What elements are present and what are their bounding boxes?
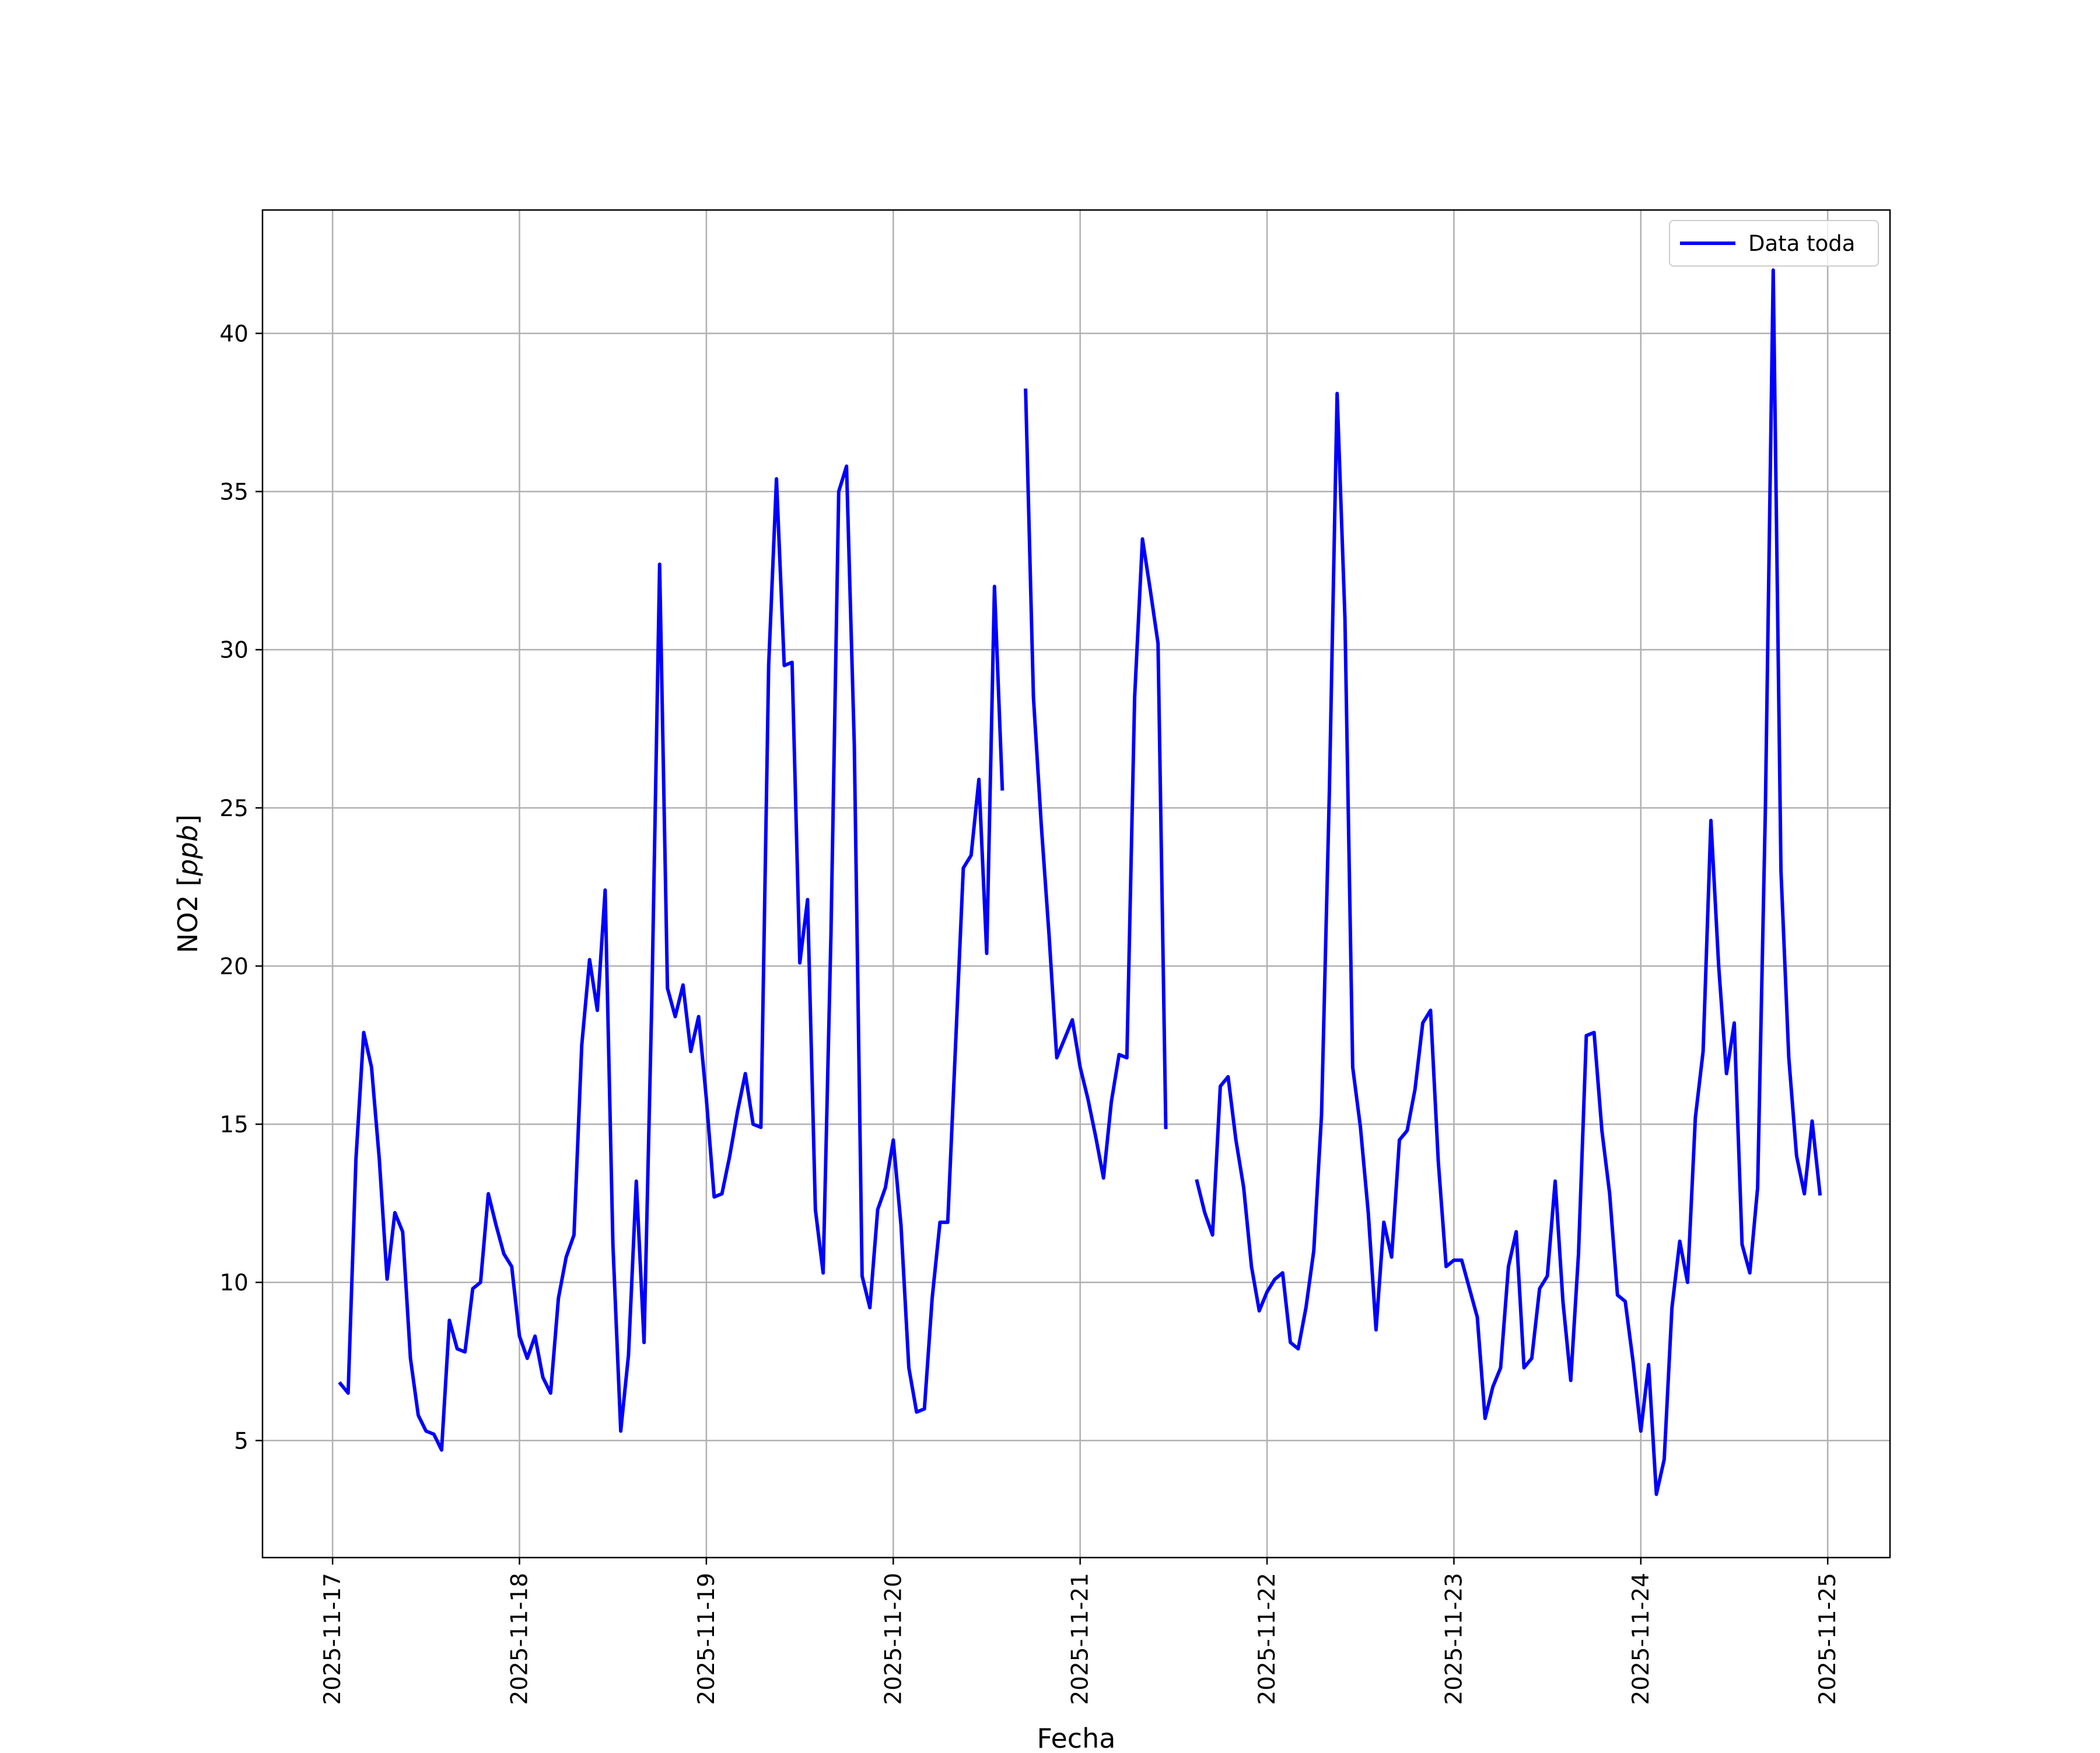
y-axis-label-suffix: ] (172, 814, 204, 825)
x-tick-label: 2025-11-25 (1815, 1573, 1841, 1705)
series-line (338, 464, 1005, 1452)
series-line (1195, 268, 1822, 1496)
x-tick-label: 2025-11-22 (1254, 1573, 1280, 1705)
x-tick-label: 2025-11-20 (880, 1573, 907, 1705)
x-tick-label: 2025-11-21 (1068, 1573, 1094, 1705)
legend: Data toda (1669, 220, 1879, 267)
x-tick-label: 2025-11-17 (320, 1573, 346, 1705)
y-axis-label: NO2 [ppb] (172, 814, 204, 953)
y-tick-label: 20 (219, 954, 249, 980)
y-axis-label-unit: ppb (172, 825, 204, 877)
y-tick-label: 35 (219, 480, 249, 506)
x-tick-label: 2025-11-24 (1628, 1573, 1654, 1705)
x-axis-label: Fecha (1037, 1723, 1116, 1750)
series-layer (338, 268, 1822, 1496)
y-tick-label: 25 (219, 796, 249, 822)
series-line (1024, 389, 1168, 1180)
legend-box (1669, 220, 1879, 267)
y-tick-label: 5 (234, 1428, 249, 1454)
grid (262, 210, 1890, 1558)
y-tick-label: 10 (219, 1270, 249, 1296)
y-axis-label-prefix: NO2 [ (172, 876, 204, 953)
y-tick-label: 40 (219, 321, 249, 347)
x-tick-label: 2025-11-19 (694, 1573, 720, 1705)
x-tick-label: 2025-11-23 (1441, 1573, 1467, 1705)
plot-frame (261, 209, 1891, 1559)
x-axis-ticks: 2025-11-17 2025-11-18 2025-11-19 2025-11-20… (320, 1558, 1841, 1705)
y-axis-ticks: 5 10 15 20 25 30 35 40 (219, 321, 262, 1454)
legend-label: Data toda (1748, 231, 1855, 256)
y-tick-label: 30 (219, 638, 249, 664)
x-tick-label: 2025-11-18 (507, 1573, 533, 1705)
y-tick-label: 15 (219, 1112, 249, 1138)
